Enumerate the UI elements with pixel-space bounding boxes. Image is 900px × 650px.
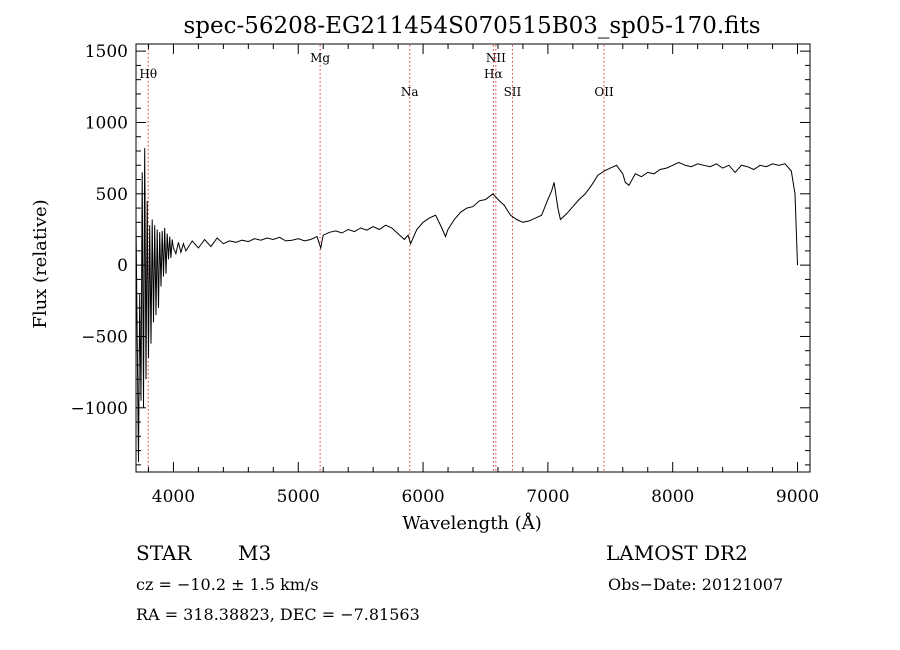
obs-date-text: Obs−Date: 20121007 [608, 575, 783, 594]
x-tick-label: 6000 [401, 487, 444, 507]
marker-label-3: NII [486, 51, 506, 65]
marker-label-6: OII [594, 85, 614, 99]
y-tick-label: −1000 [70, 399, 128, 419]
object-class: STAR [136, 541, 192, 565]
x-tick-label: 9000 [776, 487, 819, 507]
spectrum-line [135, 148, 798, 463]
marker-label-0: Hθ [139, 67, 157, 81]
survey-name: LAMOST DR2 [606, 541, 748, 565]
redshift-text: cz = −10.2 ± 1.5 km/s [136, 575, 319, 594]
x-tick-label: 5000 [277, 487, 320, 507]
y-tick-label: 0 [117, 256, 128, 276]
y-axis-label: Flux (relative) [30, 199, 51, 328]
y-tick-label: −500 [81, 327, 128, 347]
object-subclass: M3 [238, 541, 271, 565]
marker-label-2: Na [401, 85, 419, 99]
plot-frame [135, 43, 811, 473]
x-axis-label: Wavelength (Å) [402, 512, 542, 534]
marker-label-5: SII [504, 85, 522, 99]
y-tick-label: 500 [96, 185, 128, 205]
chart-title: spec-56208-EG211454S070515B03_sp05-170.f… [183, 13, 760, 39]
spectrum-series [135, 148, 798, 463]
y-tick-label: 1500 [85, 42, 128, 62]
x-tick-label: 8000 [651, 487, 694, 507]
y-tick-label: 1000 [85, 113, 128, 133]
x-tick-label: 7000 [526, 487, 569, 507]
x-tick-label: 4000 [152, 487, 195, 507]
marker-label-1: Mg [310, 51, 330, 65]
marker-label-4: Hα [484, 67, 503, 81]
coordinates-text: RA = 318.38823, DEC = −7.81563 [136, 605, 420, 624]
axis-ticks: 4000 5000 6000 7000 8000 9000150010005000−500… [70, 42, 819, 507]
